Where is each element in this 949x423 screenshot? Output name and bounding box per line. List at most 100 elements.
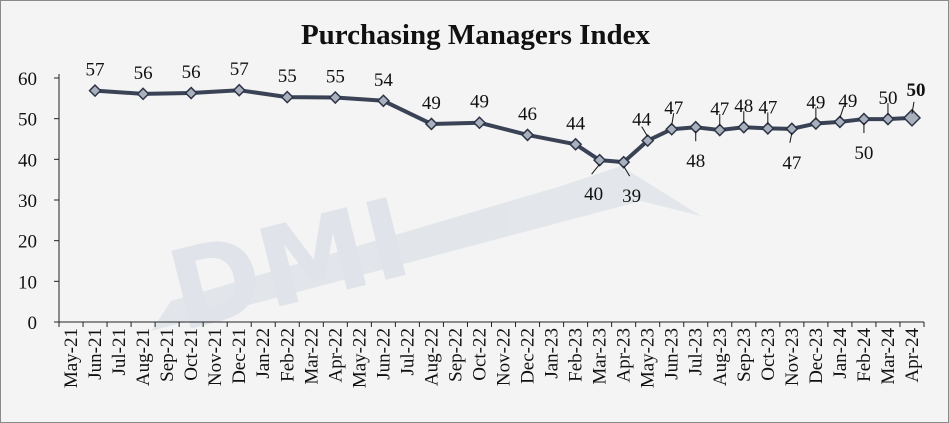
leader-line	[641, 126, 649, 137]
x-tick-label: Apr-24	[902, 328, 923, 383]
x-tick-label: Jun-22	[373, 328, 394, 380]
watermark-logo: DMI	[151, 166, 701, 356]
leader-line	[623, 165, 631, 177]
data-point	[809, 116, 823, 131]
x-tick-label: Jul-21	[109, 328, 130, 376]
data-point	[593, 153, 607, 167]
x-tick-label: Sep-22	[445, 328, 466, 382]
data-point	[857, 112, 871, 126]
data-point	[184, 86, 198, 100]
data-point	[520, 128, 535, 142]
x-tick-label: Mar-23	[590, 328, 611, 385]
leader-line	[591, 163, 601, 175]
data-label: 57	[230, 59, 249, 80]
leader-line	[911, 101, 915, 114]
x-tick-label: Jun-21	[85, 328, 106, 380]
data-label: 47	[758, 97, 777, 118]
data-label: 56	[182, 62, 201, 83]
x-tick-label: Nov-22	[494, 328, 515, 386]
data-point	[280, 90, 294, 104]
x-tick-label: May-23	[638, 328, 659, 388]
x-tick-label: Nov-21	[205, 328, 226, 386]
data-label: 50	[854, 143, 873, 164]
data-point	[232, 83, 246, 97]
x-tick-label: Jul-23	[686, 328, 707, 376]
data-label: 49	[422, 93, 441, 114]
x-tick-label: Oct-22	[469, 328, 490, 381]
data-point	[617, 155, 631, 169]
y-tick-label: 40	[18, 150, 37, 171]
data-label: 48	[734, 96, 753, 117]
data-point	[833, 115, 847, 129]
y-tick-label: 20	[18, 232, 37, 253]
x-tick-label: Oct-23	[758, 328, 779, 381]
data-point	[641, 134, 655, 148]
data-point	[665, 122, 679, 136]
y-tick-label: 50	[18, 110, 37, 131]
data-point	[328, 90, 342, 105]
data-label: 49	[470, 92, 489, 113]
x-tick-label: Feb-22	[277, 328, 298, 382]
data-point	[136, 87, 150, 101]
x-tick-label: Apr-22	[325, 328, 346, 383]
data-label: 47	[664, 98, 683, 119]
y-tick-label: 30	[18, 191, 37, 212]
x-tick-label: Dec-23	[806, 328, 827, 384]
data-label: 39	[622, 186, 641, 207]
y-tick-label: 60	[18, 69, 37, 90]
x-tick-label: Feb-23	[566, 328, 587, 382]
data-point	[881, 112, 895, 126]
leader-line	[839, 105, 845, 119]
data-label: 54	[374, 70, 394, 91]
x-tick-label: Sep-21	[157, 328, 178, 382]
data-label: 49	[838, 91, 857, 112]
data-label: 47	[710, 99, 729, 120]
data-point	[737, 120, 751, 134]
data-point	[689, 120, 703, 134]
data-label: 55	[326, 67, 345, 88]
x-tick-label: Sep-23	[734, 328, 755, 382]
leader-line	[671, 113, 675, 126]
chart-title: Purchasing Managers Index	[300, 19, 651, 51]
data-label: 56	[134, 63, 153, 84]
x-tick-label: Jul-22	[397, 328, 418, 376]
x-tick-label: Aug-21	[133, 328, 154, 386]
x-tick-label: Aug-23	[710, 328, 731, 386]
y-tick-label: 10	[18, 272, 37, 293]
x-tick-label: Jan-23	[542, 328, 563, 379]
data-point	[376, 94, 390, 108]
data-point	[785, 122, 799, 136]
y-tick-label: 0	[28, 313, 38, 334]
x-tick-label: Apr-23	[614, 328, 635, 383]
leader-line	[789, 132, 793, 143]
x-tick-label: Aug-22	[421, 328, 442, 386]
x-tick-label: Jun-23	[662, 328, 683, 380]
data-point	[761, 121, 775, 135]
x-tick-label: Dec-22	[518, 328, 539, 384]
x-tick-label: Jan-24	[830, 328, 851, 379]
data-point	[902, 108, 922, 127]
data-label: 57	[86, 60, 105, 81]
data-point	[569, 137, 583, 151]
data-label: 50	[906, 80, 925, 101]
x-tick-label: Nov-23	[782, 328, 803, 386]
data-label: 49	[806, 93, 825, 114]
x-tick-label: May-22	[349, 328, 370, 388]
x-tick-label: Dec-21	[229, 328, 250, 384]
data-point	[713, 123, 727, 137]
data-label: 44	[632, 110, 652, 131]
data-point	[472, 116, 487, 130]
x-tick-label: Feb-24	[854, 328, 875, 382]
data-label: 50	[878, 88, 897, 109]
x-tick-label: Oct-21	[181, 328, 202, 381]
x-tick-label: May-21	[61, 328, 82, 388]
data-label: 40	[584, 184, 603, 205]
data-point	[88, 84, 102, 98]
data-label: 44	[566, 113, 586, 134]
x-tick-label: Mar-24	[878, 328, 899, 385]
x-tick-label: Mar-22	[301, 328, 322, 385]
data-label: 47	[782, 153, 801, 174]
data-label: 55	[278, 66, 297, 87]
